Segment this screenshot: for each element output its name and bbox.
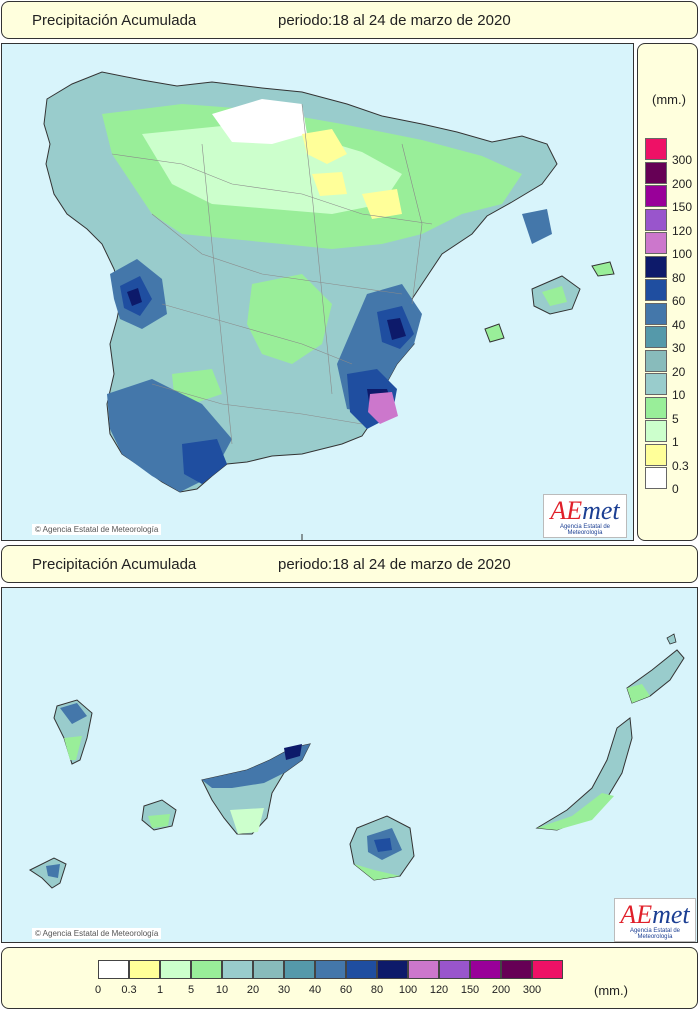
canarias-map-graphic	[29, 633, 685, 889]
vertical-legend-unit: (mm.)	[652, 92, 686, 107]
aemet-logo-bottom: AEmet Agencia Estatal de Meteorología	[614, 898, 696, 942]
legend-label: 30	[277, 984, 291, 996]
legend-label: 1	[672, 435, 679, 449]
bottom-map-period: periodo:18 al 24 de marzo de 2020	[278, 556, 511, 573]
legend-swatch	[645, 302, 667, 325]
legend-label: 40	[672, 317, 686, 332]
legend-swatch	[645, 279, 667, 301]
aemet-logo-word: AEmet	[620, 900, 690, 929]
legend-swatch	[645, 138, 667, 160]
aemet-logo-subtitle: Agencia Estatal de Meteorología	[559, 524, 611, 536]
legend-label: 0	[672, 482, 679, 496]
legend-label: 60	[339, 984, 353, 996]
legend-swatch	[645, 420, 667, 442]
legend-label: 80	[370, 984, 384, 996]
menorca-land	[591, 261, 615, 277]
legend-label: 200	[672, 176, 693, 191]
legend-label: 300	[672, 153, 693, 167]
bottom-title-bar: Precipitación Acumulada periodo:18 al 24…	[1, 545, 698, 583]
peninsula-map-graphic	[43, 71, 615, 540]
legend-label: 300	[522, 984, 542, 996]
legend-label: 100	[398, 984, 418, 996]
legend-swatch	[645, 396, 667, 419]
legend-swatch	[191, 960, 222, 979]
legend-swatch	[645, 208, 667, 231]
legend-label: 1	[156, 984, 164, 996]
legend-swatch	[439, 960, 470, 979]
bottom-map-title: Precipitación Acumulada	[32, 556, 197, 573]
horizontal-legend-unit: (mm.)	[594, 983, 628, 998]
legend-swatch	[377, 960, 408, 979]
legend-swatch	[645, 326, 667, 348]
canarias-map: © Agencia Estatal de Meteorología AEmet …	[1, 587, 698, 943]
top-map-title: Precipitación Acumulada	[32, 12, 197, 29]
legend-label: 5	[187, 984, 195, 996]
legend-swatch	[315, 960, 346, 979]
top-map-credit: © Agencia Estatal de Meteorología	[32, 524, 162, 535]
legend-swatch	[470, 960, 501, 979]
legend-swatch	[645, 467, 667, 489]
legend-swatch	[645, 373, 667, 395]
legend-swatch	[645, 255, 667, 278]
legend-swatch	[645, 443, 667, 466]
legend-label: 10	[672, 388, 686, 402]
legend-swatch	[129, 960, 160, 979]
legend-label: 150	[672, 200, 693, 214]
legend-swatch	[645, 161, 667, 184]
legend-swatch	[501, 960, 532, 979]
legend-label: 40	[308, 984, 322, 996]
legend-swatch	[408, 960, 439, 979]
top-map-period: periodo:18 al 24 de marzo de 2020	[278, 12, 511, 29]
legend-label: 60	[672, 294, 686, 308]
legend-label: 5	[672, 411, 679, 426]
legend-swatch	[98, 960, 129, 979]
legend-swatch	[222, 960, 253, 979]
legend-swatch	[532, 960, 563, 979]
legend-label: 0.3	[672, 458, 689, 473]
legend-swatch	[284, 960, 315, 979]
peninsula-map: © Agencia Estatal de Meteorología AEmet …	[1, 43, 634, 541]
legend-label: 120	[672, 223, 693, 238]
legend-label: 20	[246, 984, 260, 996]
ibiza-land	[484, 323, 505, 343]
legend-label: 120	[429, 984, 449, 996]
aemet-logo-subtitle: Agencia Estatal de Meteorología	[629, 928, 681, 940]
legend-label: 150	[460, 984, 480, 996]
legend-label: 10	[215, 984, 229, 996]
legend-label: 200	[491, 984, 511, 996]
bottom-map-credit: © Agencia Estatal de Meteorología	[32, 928, 162, 939]
legend-label: 30	[672, 341, 686, 355]
legend-label: 80	[672, 270, 686, 285]
legend-label: 100	[672, 247, 693, 261]
legend-label: 0.3	[121, 984, 137, 996]
horizontal-legend: 0 0.3 1 5 10 20 30 40 60 80 100 120 150 200 300 (mm.)	[1, 947, 698, 1009]
legend-swatch	[160, 960, 191, 979]
top-title-bar: Precipitación Acumulada periodo:18 al 24…	[1, 1, 698, 39]
legend-label: 0	[94, 984, 102, 996]
legend-swatch	[645, 232, 667, 254]
legend-swatch	[645, 349, 667, 372]
aemet-logo-top: AEmet Agencia Estatal de Meteorología	[543, 494, 627, 538]
legend-swatch	[645, 185, 667, 207]
legend-swatch	[346, 960, 377, 979]
legend-label: 20	[672, 364, 686, 379]
vertical-legend: (mm.) 0 0.3 1 5 10 20 30 40 60 80 100 120 150 200 300	[637, 43, 698, 541]
legend-swatch	[253, 960, 284, 979]
aemet-logo-word: AEmet	[550, 496, 620, 525]
